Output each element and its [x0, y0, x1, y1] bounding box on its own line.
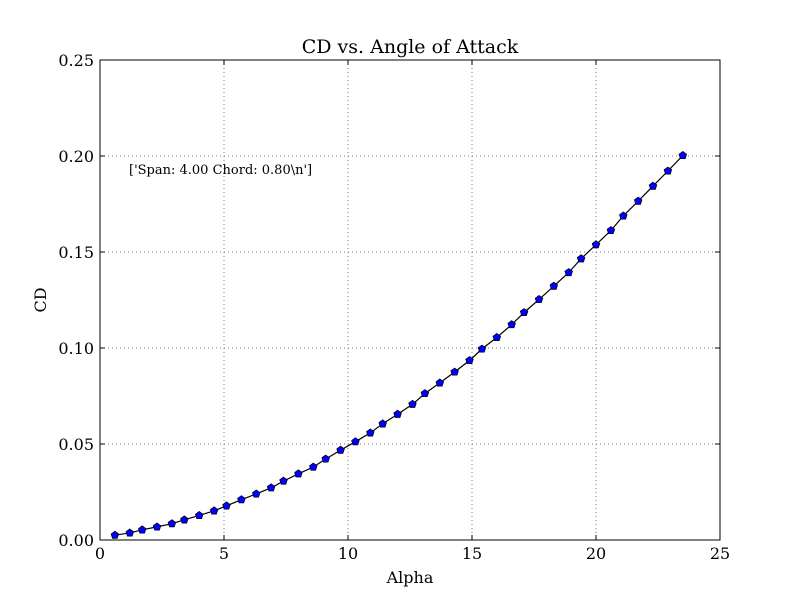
data-point — [678, 150, 688, 160]
data-point — [534, 294, 544, 304]
data-point — [137, 525, 147, 534]
data-point — [420, 389, 430, 398]
data-point — [279, 476, 288, 485]
chart-title: CD vs. Angle of Attack — [302, 36, 519, 58]
data-point — [576, 254, 586, 263]
x-tick-label: 15 — [462, 544, 482, 563]
y-tick-label: 0.25 — [58, 51, 94, 70]
x-tick-label: 20 — [586, 544, 606, 563]
y-axis-label: CD — [31, 287, 50, 312]
data-point — [435, 378, 445, 387]
plot-area — [100, 60, 720, 540]
x-axis-label: Alpha — [386, 568, 434, 587]
data-point — [465, 356, 474, 365]
data-point — [378, 419, 387, 428]
ticks: 0 5 10 15 20 25 0.00 0.05 0.10 0.15 0.20 0.25 — [58, 51, 730, 563]
data-point — [606, 226, 616, 235]
x-tick-label: 0 — [95, 544, 105, 563]
data-point — [393, 409, 402, 418]
data-point — [266, 483, 276, 492]
data-point — [648, 181, 658, 190]
data-point — [336, 445, 345, 454]
x-tick-label: 5 — [219, 544, 229, 563]
data-point — [450, 367, 459, 376]
data-point — [507, 320, 516, 329]
data-point — [194, 510, 204, 520]
data-point — [408, 399, 417, 408]
data-point — [549, 281, 559, 290]
data-point — [209, 506, 219, 515]
data-point — [294, 469, 303, 478]
data-point — [519, 308, 529, 317]
data-point — [110, 530, 120, 539]
data-point — [591, 240, 601, 249]
data-point — [619, 211, 628, 220]
data-point — [321, 454, 330, 463]
x-tick-label: 25 — [710, 544, 730, 563]
data-point — [633, 196, 643, 205]
annotation-text: ['Span: 4.00 Chord: 0.80\n'] — [129, 163, 312, 178]
series-cd — [110, 150, 688, 539]
y-tick-label: 0.10 — [58, 339, 94, 358]
data-point — [222, 501, 231, 510]
data-point — [663, 166, 673, 175]
data-point — [152, 522, 162, 531]
data-point — [180, 515, 189, 524]
y-tick-label: 0.00 — [58, 531, 94, 550]
grid — [100, 60, 720, 540]
y-tick-label: 0.20 — [58, 147, 94, 166]
data-point — [125, 528, 135, 537]
y-tick-label: 0.15 — [58, 243, 94, 262]
x-tick-label: 10 — [338, 544, 358, 563]
plot-frame — [99, 59, 721, 541]
data-point — [309, 462, 318, 471]
data-point — [492, 332, 502, 342]
data-point — [237, 495, 246, 504]
data-point — [366, 428, 375, 437]
data-point — [167, 519, 177, 528]
y-tick-label: 0.05 — [58, 435, 94, 454]
data-point — [477, 344, 487, 353]
data-point — [351, 437, 360, 446]
data-point — [251, 489, 261, 498]
data-point — [564, 268, 573, 277]
